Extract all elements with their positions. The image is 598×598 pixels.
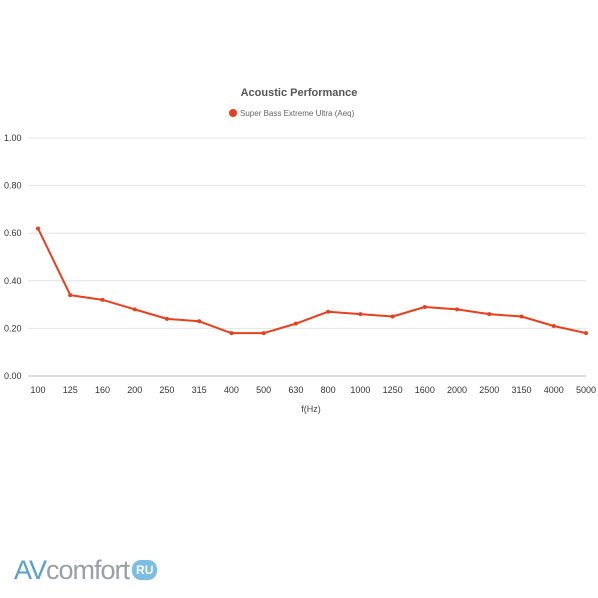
data-point (100, 297, 105, 302)
y-tick-label: 0.00 (4, 371, 22, 381)
data-point (519, 314, 524, 319)
x-tick-label: 160 (95, 385, 110, 395)
series-line (37, 228, 587, 335)
data-point (455, 307, 460, 312)
x-tick-label: 5000 (576, 385, 596, 395)
data-point (36, 226, 40, 231)
data-point (326, 309, 331, 314)
x-tick-label: 200 (127, 385, 142, 395)
data-point (197, 319, 202, 324)
data-point (390, 314, 395, 319)
legend-label: Super Bass Extreme Ultra (Aeq) (240, 109, 355, 118)
y-tick-label: 0.20 (4, 323, 22, 333)
x-tick-label: 3150 (512, 385, 532, 395)
y-tick-label: 0.80 (4, 181, 22, 191)
y-tick-label: 1.00 (4, 133, 22, 143)
data-point (293, 321, 298, 326)
y-tick-label: 0.40 (4, 276, 22, 286)
legend: Super Bass Extreme Ultra (Aeq) (229, 109, 355, 118)
series-group (36, 226, 588, 336)
x-tick-label: 1600 (415, 385, 435, 395)
chart-title: Acoustic Performance (241, 87, 358, 99)
data-point (584, 331, 588, 336)
x-tick-label: 315 (192, 385, 207, 395)
x-tick-label: 4000 (544, 385, 564, 395)
x-tick-label: 125 (63, 385, 78, 395)
data-point (261, 331, 266, 336)
x-tick-label: 1250 (383, 385, 403, 395)
data-point (132, 307, 137, 312)
y-axis-ticks: 0.00 0.20 0.40 0.60 0.80 1.00 (4, 133, 22, 381)
x-tick-label: 1000 (350, 385, 370, 395)
x-tick-label: 400 (224, 385, 239, 395)
watermark-logo: AV comfort RU (14, 553, 158, 587)
x-axis-label: f(Hz) (301, 404, 321, 414)
data-point (229, 331, 234, 336)
logo-av-text: AV (14, 554, 47, 585)
data-point (358, 312, 363, 317)
data-point (422, 304, 427, 309)
data-point (487, 312, 492, 317)
x-tick-label: 100 (30, 385, 45, 395)
x-axis-ticks: 100 125 160 200 250 315 400 500 630 800 1000 1250 16… (30, 385, 596, 395)
x-tick-label: 630 (288, 385, 303, 395)
x-tick-label: 2500 (479, 385, 499, 395)
legend-marker (229, 109, 237, 117)
gridlines (28, 137, 586, 377)
data-point (68, 293, 73, 298)
data-point (551, 324, 556, 329)
x-tick-label: 500 (256, 385, 271, 395)
logo-comfort-text: comfort (46, 554, 130, 585)
y-tick-label: 0.60 (4, 228, 22, 238)
logo-ru-badge: RU (132, 560, 158, 580)
data-point (164, 316, 169, 321)
x-tick-label: 800 (321, 385, 336, 395)
x-tick-label: 250 (159, 385, 174, 395)
x-tick-label: 2000 (447, 385, 467, 395)
